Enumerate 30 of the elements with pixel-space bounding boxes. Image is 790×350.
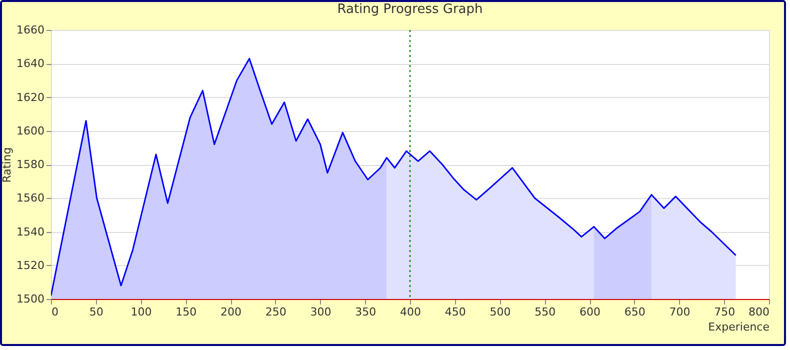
x-tick-label: 500 <box>490 306 511 318</box>
y-tick-label: 1600 <box>16 124 44 138</box>
x-tick-label: 600 <box>580 306 600 318</box>
x-tick-label: 300 <box>310 306 332 318</box>
line-series <box>51 58 737 296</box>
x-tick-label: 250 <box>265 306 286 318</box>
x-tick-label: 450 <box>444 306 466 318</box>
x-tick-label: 100 <box>130 306 152 318</box>
y-tick-label: 1540 <box>16 225 44 238</box>
x-axis-title: Experience <box>708 320 770 334</box>
x-tick-label: 650 <box>624 306 646 318</box>
x-tick-label: 700 <box>669 306 690 318</box>
x-tick-label: 200 <box>220 306 242 318</box>
y-tick-label: 1500 <box>16 292 44 306</box>
y-tick-label: 1620 <box>16 90 44 104</box>
y-tick-label: 1560 <box>16 192 44 205</box>
x-tick-label: 750 <box>714 306 736 318</box>
chart-title: Rating Progress Graph <box>337 2 483 17</box>
x-tick-label: 350 <box>355 306 376 318</box>
x-tick-label: 50 <box>89 306 104 318</box>
y-tick-label: 1640 <box>16 57 44 70</box>
y-tick-label: 1520 <box>16 258 44 272</box>
y-tick-label: 1580 <box>16 158 44 171</box>
y-axis-title: Rating <box>0 147 14 183</box>
x-tick-label: 550 <box>534 306 556 318</box>
x-tick-label: 150 <box>176 306 197 318</box>
x-tick-label: 400 <box>400 306 421 318</box>
x-tick-label: 0 <box>52 306 58 318</box>
x-tick-label: 800 <box>748 306 770 318</box>
y-tick-label: 1660 <box>16 24 44 36</box>
